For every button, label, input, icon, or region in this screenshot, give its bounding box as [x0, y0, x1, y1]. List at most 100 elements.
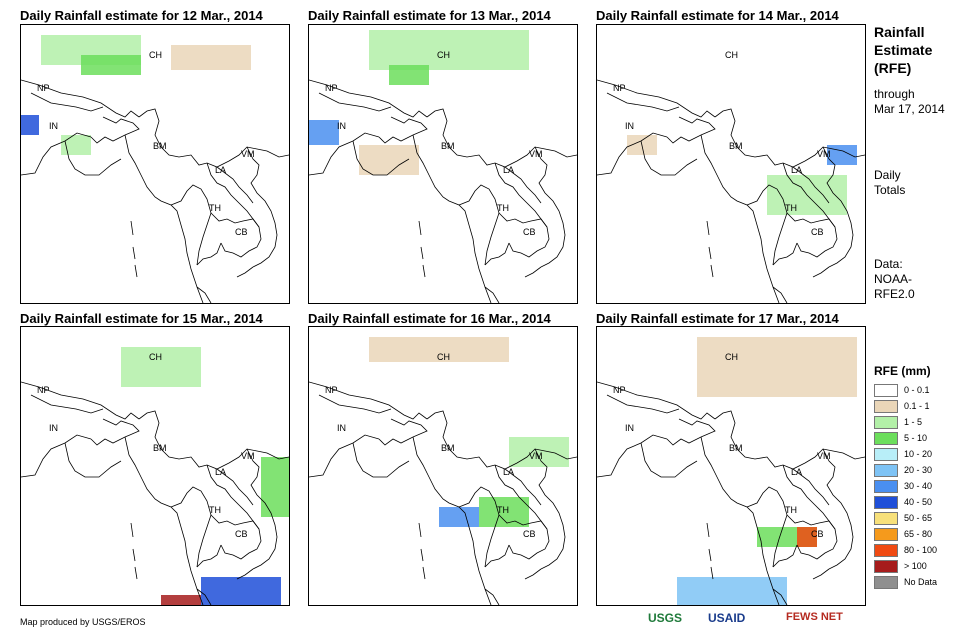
rainfall-map-2: CH NP IN BM LA VM TH CB	[308, 24, 578, 304]
fewsnet-logo: FEWS NET	[786, 611, 843, 623]
rain-patch	[309, 120, 339, 145]
country-label-in: IN	[337, 121, 346, 131]
legend-label: > 100	[904, 561, 927, 571]
legend-heading: Rainfall Estimate (RFE)	[874, 23, 932, 77]
rainfall-map-1: CH NP IN BM LA VM TH CB	[20, 24, 290, 304]
legend-swatch	[874, 512, 898, 525]
data-source-block: Data: NOAA- RFE2.0	[874, 257, 915, 302]
legend-swatch	[874, 480, 898, 493]
map-canvas: CH NP IN BM LA VM TH CB	[309, 30, 577, 303]
country-label-th: TH	[209, 505, 221, 515]
country-label-vm: VM	[817, 149, 831, 159]
rain-patch	[61, 135, 91, 155]
map-canvas: CH NP IN BM LA VM TH CB	[597, 337, 865, 605]
legend-label: 10 - 20	[904, 449, 933, 459]
through-block: through Mar 17, 2014	[874, 87, 945, 117]
legend-label: 40 - 50	[904, 497, 933, 507]
rain-patch	[121, 347, 201, 387]
data-source-line-3: RFE2.0	[874, 287, 915, 301]
legend-swatch	[874, 448, 898, 461]
rain-patch	[389, 65, 429, 85]
rainfall-overlay	[21, 35, 251, 155]
country-label-bm: BM	[153, 141, 167, 151]
country-borders	[309, 79, 577, 303]
rainfall-map-4: CH NP IN BM LA VM TH CB	[20, 326, 290, 606]
country-label-bm: BM	[729, 443, 743, 453]
panel-title-3: Daily Rainfall estimate for 14 Mar., 201…	[596, 8, 839, 23]
legend-swatch	[874, 528, 898, 541]
country-label-la: LA	[791, 165, 802, 175]
country-label-cb: CB	[523, 529, 536, 539]
through-label: through	[874, 87, 915, 101]
map-canvas: CH NP IN BM LA VM TH CB	[597, 50, 865, 303]
country-label-ch: CH	[149, 50, 162, 60]
country-label-la: LA	[215, 165, 226, 175]
through-date: Mar 17, 2014	[874, 102, 945, 116]
legend-label: No Data	[904, 577, 938, 587]
country-label-in: IN	[337, 423, 346, 433]
rain-patch	[797, 527, 817, 547]
panel-title-2: Daily Rainfall estimate for 13 Mar., 201…	[308, 8, 551, 23]
country-label-cb: CB	[811, 227, 824, 237]
rainfall-overlay	[369, 337, 569, 527]
legend-swatch	[874, 544, 898, 557]
panel-title-5: Daily Rainfall estimate for 16 Mar., 201…	[308, 311, 551, 326]
country-label-bm: BM	[441, 443, 455, 453]
legend-label: 20 - 30	[904, 465, 933, 475]
country-label-np: NP	[613, 385, 626, 395]
country-label-la: LA	[215, 467, 226, 477]
legend-swatch	[874, 464, 898, 477]
country-label-in: IN	[625, 121, 634, 131]
country-label-th: TH	[209, 203, 221, 213]
legend-title: RFE (mm)	[874, 364, 931, 378]
country-label-cb: CB	[235, 227, 248, 237]
country-label-vm: VM	[241, 149, 255, 159]
country-label-np: NP	[37, 83, 50, 93]
rain-patch	[171, 45, 251, 70]
legend-label: 1 - 5	[904, 417, 923, 427]
country-label-np: NP	[613, 83, 626, 93]
country-label-cb: CB	[523, 227, 536, 237]
legend-swatch	[874, 560, 898, 573]
panel-title-6: Daily Rainfall estimate for 17 Mar., 201…	[596, 311, 839, 326]
country-label-la: LA	[791, 467, 802, 477]
country-label-cb: CB	[811, 529, 824, 539]
data-source-line-2: NOAA-	[874, 272, 913, 286]
country-borders	[309, 381, 577, 605]
rain-patch	[261, 457, 289, 517]
country-label-in: IN	[625, 423, 634, 433]
country-borders	[597, 79, 865, 303]
country-label-ch: CH	[149, 352, 162, 362]
rain-patch	[359, 145, 419, 175]
legend-swatch	[874, 432, 898, 445]
data-source-line-1: Data:	[874, 257, 903, 271]
country-label-vm: VM	[241, 451, 255, 461]
rain-patch	[161, 595, 201, 605]
rain-patch	[201, 577, 281, 605]
period-block: Daily Totals	[874, 168, 905, 198]
country-label-in: IN	[49, 423, 58, 433]
country-label-vm: VM	[817, 451, 831, 461]
rain-patch	[369, 337, 509, 362]
rainfall-map-3: CH NP IN BM LA VM TH CB	[596, 24, 866, 304]
legend-label: 50 - 65	[904, 513, 933, 523]
rain-patch	[369, 30, 529, 70]
heading-line-1: Rainfall	[874, 24, 925, 40]
country-borders	[21, 381, 289, 605]
country-borders	[21, 79, 289, 303]
map-canvas: CH NP IN BM LA VM TH CB	[309, 337, 577, 605]
country-label-th: TH	[497, 203, 509, 213]
usaid-logo: USAID	[708, 611, 746, 625]
country-label-bm: BM	[153, 443, 167, 453]
legend-swatch	[874, 400, 898, 413]
credit-text: Map produced by USGS/EROS	[20, 617, 146, 627]
country-label-vm: VM	[529, 451, 543, 461]
legend-label: 80 - 100	[904, 545, 938, 555]
rain-patch	[479, 497, 529, 527]
country-label-bm: BM	[441, 141, 455, 151]
country-label-ch: CH	[725, 352, 738, 362]
period-line-2: Totals	[874, 183, 906, 197]
country-label-la: LA	[503, 165, 514, 175]
period-line-1: Daily	[874, 168, 901, 182]
rain-patch	[21, 115, 39, 135]
